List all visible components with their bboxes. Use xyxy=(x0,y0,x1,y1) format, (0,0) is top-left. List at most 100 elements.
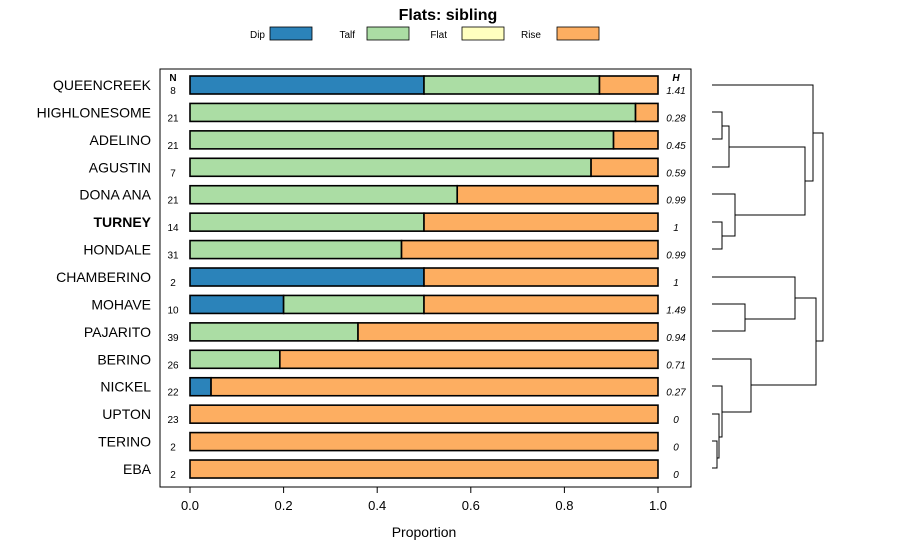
dendrogram-link xyxy=(712,303,746,332)
dendrogram-link xyxy=(712,125,730,168)
h-value: 0.99 xyxy=(666,196,686,207)
dendrogram-link xyxy=(751,297,817,386)
category-label: UPTON xyxy=(102,406,151,422)
bar-segment-talf xyxy=(189,157,592,178)
category-label: ADELINO xyxy=(90,132,152,148)
n-value: 21 xyxy=(167,141,179,152)
h-value: 0 xyxy=(673,415,679,426)
legend-swatch-flat xyxy=(461,26,505,41)
dendrogram-link xyxy=(712,276,796,320)
x-tick-label: 0.0 xyxy=(181,498,199,513)
category-label: EBA xyxy=(123,461,152,477)
bar-segment-dip xyxy=(189,376,212,397)
category-label: BERINO xyxy=(97,351,151,367)
dendrogram-link xyxy=(813,132,824,342)
legend: Dip Talf Flat Rise xyxy=(250,26,600,41)
n-value: 7 xyxy=(170,168,176,179)
category-label: TERINO xyxy=(98,434,151,450)
x-axis: 0.0 0.2 0.4 0.6 0.8 1.0 xyxy=(181,487,667,513)
h-value: 0.27 xyxy=(666,388,686,399)
category-label: DONA ANA xyxy=(79,187,151,203)
bar-segment-rise xyxy=(189,404,659,424)
n-value: 21 xyxy=(167,113,179,124)
n-value: 26 xyxy=(167,360,179,371)
bar-segment-rise xyxy=(423,267,659,287)
plot-panel xyxy=(159,68,692,488)
legend-swatch-rise xyxy=(556,26,600,41)
n-value: 2 xyxy=(170,470,176,481)
bar-segment-rise xyxy=(279,349,659,370)
bar-segment-rise xyxy=(634,102,659,123)
bar-segment-rise xyxy=(456,184,659,205)
bar-segment-talf xyxy=(189,239,403,260)
n-value: 39 xyxy=(167,333,179,344)
category-label: HIGHLONESOME xyxy=(37,104,151,120)
dendrogram-link xyxy=(712,440,718,469)
bar-segment-talf xyxy=(189,102,637,123)
x-axis-label: Proportion xyxy=(392,524,457,540)
bar-segment-rise xyxy=(590,157,659,178)
n-value: 21 xyxy=(167,196,179,207)
dendrogram-link xyxy=(729,146,806,216)
category-label: MOHAVE xyxy=(91,296,151,312)
x-tick-label: 0.2 xyxy=(275,498,293,513)
n-value: 8 xyxy=(170,86,176,97)
bar-segment-rise xyxy=(189,431,659,452)
bar-segment-rise xyxy=(357,322,659,342)
x-tick-label: 0.8 xyxy=(555,498,573,513)
legend-label-rise: Rise xyxy=(521,30,541,41)
bar-segment-dip xyxy=(189,294,285,315)
category-label: PAJARITO xyxy=(84,324,151,340)
bar-segment-rise xyxy=(423,294,659,315)
legend-swatch-dip xyxy=(269,26,313,41)
dendrogram-link xyxy=(712,413,720,459)
legend-label-flat: Flat xyxy=(430,30,447,41)
h-value: 0.28 xyxy=(666,113,686,124)
h-value: 0.94 xyxy=(666,333,686,344)
h-value: 1.49 xyxy=(666,305,686,316)
n-value: 10 xyxy=(167,305,179,316)
h-value: 0 xyxy=(673,470,679,481)
category-label: TURNEY xyxy=(93,214,151,230)
n-value: 22 xyxy=(167,388,179,399)
bar-segment-talf xyxy=(189,322,359,342)
legend-label-dip: Dip xyxy=(250,30,265,41)
category-label: QUEENCREEK xyxy=(53,77,152,93)
h-value: 0.59 xyxy=(666,168,686,179)
dendrogram xyxy=(712,84,824,469)
x-tick-label: 0.4 xyxy=(368,498,386,513)
x-tick-label: 0.6 xyxy=(462,498,480,513)
chart-title: Flats: sibling xyxy=(399,7,498,24)
bar-segment-talf xyxy=(189,130,615,150)
dendrogram-link xyxy=(712,193,736,237)
bar-segment-rise xyxy=(598,75,659,95)
category-label: CHAMBERINO xyxy=(56,269,151,285)
category-label: HONDALE xyxy=(83,242,151,258)
x-tick-label: 1.0 xyxy=(649,498,667,513)
bar-segment-dip xyxy=(189,75,425,95)
h-value: 0 xyxy=(673,443,679,454)
bar-segment-rise xyxy=(189,459,659,479)
dendrogram-link xyxy=(712,221,723,250)
h-value: 1 xyxy=(673,278,679,289)
bar-segment-talf xyxy=(282,294,425,315)
bar-segment-dip xyxy=(189,267,425,287)
bar-segment-talf xyxy=(189,184,459,205)
h-value: 1.41 xyxy=(666,86,685,97)
bar-segment-rise xyxy=(423,212,659,232)
n-value: 23 xyxy=(167,415,179,426)
bar-segment-talf xyxy=(189,349,281,370)
h-value: 1 xyxy=(673,223,679,234)
h-value: 0.45 xyxy=(666,141,686,152)
n-value: 2 xyxy=(170,278,176,289)
legend-swatch-talf xyxy=(366,26,410,41)
dendrogram-link xyxy=(712,385,723,438)
h-value: 0.99 xyxy=(666,251,686,262)
h-header: H xyxy=(672,73,680,84)
bar-segment-rise xyxy=(612,130,659,150)
n-header: N xyxy=(169,73,176,84)
bar-segment-talf xyxy=(423,75,601,95)
n-value: 2 xyxy=(170,443,176,454)
